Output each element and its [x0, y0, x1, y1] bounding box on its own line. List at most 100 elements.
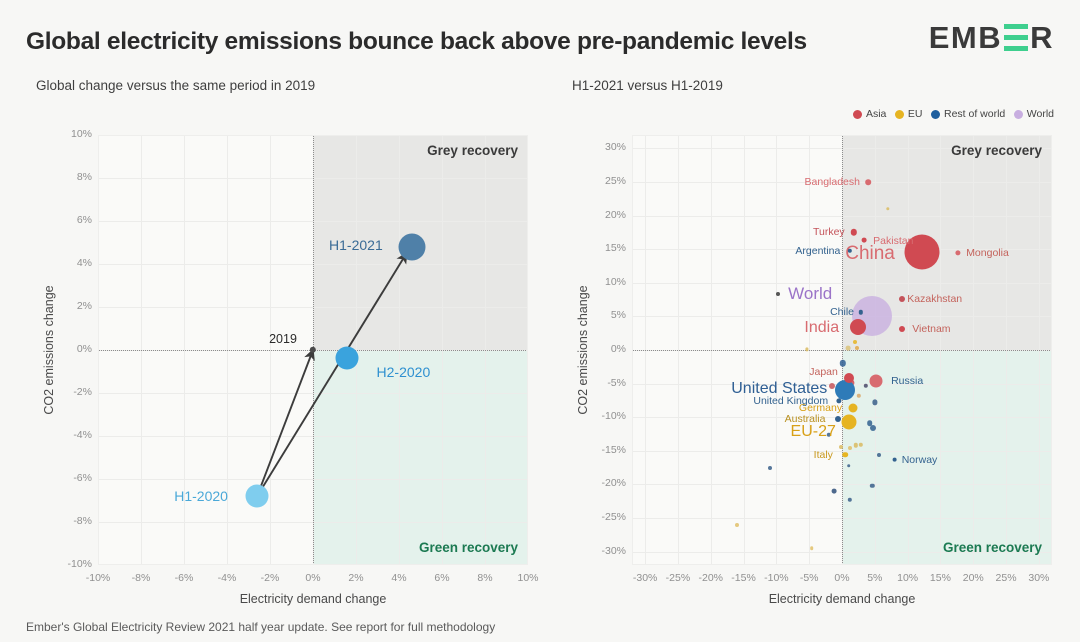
data-point-united-states[interactable] [835, 380, 856, 401]
grey-recovery-label: Grey recovery [427, 143, 518, 158]
y-axis-tick: 2% [76, 300, 92, 312]
y-axis-tick: 10% [70, 128, 92, 140]
legend-item-eu[interactable]: EU [895, 108, 922, 120]
point-label-united-states: United States [731, 380, 828, 398]
data-point[interactable] [858, 442, 864, 447]
legend-item-asia[interactable]: Asia [853, 108, 886, 120]
x-axis-tick: -2% [260, 572, 280, 584]
x-axis-tick: 2% [348, 572, 364, 584]
x-axis-title: Electricity demand change [768, 592, 916, 606]
data-point-india[interactable] [849, 319, 866, 336]
x-axis-tick: 0% [834, 572, 850, 584]
x-axis-tick: 8% [477, 572, 493, 584]
data-point-chile[interactable] [858, 310, 864, 315]
legend: Asia EU Rest of world World [853, 108, 1054, 120]
x-axis-tick: 20% [962, 572, 984, 584]
left-plot-area: Grey recovery Green recovery 2019 H1-2020 H2… [98, 135, 528, 565]
data-point-argentina[interactable] [847, 248, 853, 253]
legend-label: Rest of world [943, 108, 1006, 120]
data-point-united-kingdom[interactable] [836, 398, 842, 404]
x-axis-tick: 5% [867, 572, 883, 584]
point-label-turkey: Turkey [812, 226, 845, 239]
data-point[interactable] [839, 360, 846, 367]
x-axis-tick: 30% [1028, 572, 1050, 584]
x-axis-tick: -10% [764, 572, 789, 584]
data-point[interactable] [856, 393, 862, 398]
data-point-japan[interactable] [843, 373, 854, 384]
data-point[interactable] [876, 453, 881, 458]
data-point-vietnam[interactable] [899, 325, 906, 332]
x-axis-tick: 10% [517, 572, 539, 584]
data-point-germany[interactable] [848, 403, 857, 413]
point-label-world: World [788, 284, 833, 304]
data-point[interactable] [767, 465, 772, 470]
point-label-japan: Japan [809, 366, 838, 379]
data-point[interactable] [863, 383, 868, 388]
legend-swatch-icon [895, 109, 905, 119]
data-point-h1-2020[interactable] [245, 484, 269, 508]
data-point[interactable] [845, 345, 851, 351]
data-point[interactable] [826, 432, 832, 437]
point-label-eu-27: EU-27 [790, 422, 836, 440]
data-point-pakistan[interactable] [861, 237, 867, 243]
data-point[interactable] [735, 522, 739, 527]
point-label-mongolia: Mongolia [966, 247, 1009, 260]
panel-right: H1-2021 versus H1-2019 Asia EU Rest of wor… [562, 78, 1062, 612]
ember-logo: EMB R [929, 22, 1054, 53]
data-point-h1-2021[interactable] [398, 233, 426, 261]
data-point[interactable] [828, 383, 835, 390]
legend-swatch-icon [1014, 109, 1024, 119]
x-axis-tick: 15% [929, 572, 951, 584]
data-point-turkey[interactable] [850, 229, 858, 236]
point-label-germany: Germany [798, 402, 843, 415]
green-recovery-quadrant [313, 350, 528, 565]
y-axis-tick: -4% [73, 429, 92, 441]
data-point-eu-27[interactable] [841, 414, 857, 430]
data-point[interactable] [831, 488, 837, 494]
y-axis-tick: -5% [607, 376, 626, 389]
x-axis-tick: 6% [434, 572, 450, 584]
data-point[interactable] [847, 446, 852, 451]
y-axis-tick: -25% [601, 510, 626, 523]
data-point[interactable] [775, 292, 780, 297]
data-point[interactable] [872, 399, 878, 405]
data-point[interactable] [847, 497, 853, 503]
data-point[interactable] [853, 443, 858, 448]
data-point-norway[interactable] [892, 457, 897, 462]
point-label-2019: 2019 [269, 332, 297, 346]
point-label-bangladesh: Bangladesh [804, 176, 860, 189]
x-axis-tick: -6% [174, 572, 194, 584]
legend-item-rest-of-world[interactable]: Rest of world [931, 108, 1005, 120]
data-point[interactable] [846, 463, 851, 468]
y-axis-tick: 10% [604, 275, 626, 288]
y-axis-tick: -10% [67, 558, 92, 570]
data-point-mongolia[interactable] [954, 250, 961, 256]
data-point-russia[interactable] [869, 374, 883, 388]
point-label-h1-2021: H1-2021 [329, 236, 383, 253]
data-point[interactable] [855, 345, 860, 350]
data-point-kazakhstan[interactable] [898, 295, 905, 302]
data-point[interactable] [853, 339, 858, 344]
data-point[interactable] [869, 424, 876, 431]
data-point[interactable] [838, 445, 843, 450]
data-point-h2-2020[interactable] [335, 346, 359, 370]
header: Global electricity emissions bounce back… [26, 22, 1054, 68]
data-point[interactable] [866, 420, 873, 427]
data-point[interactable] [810, 546, 814, 550]
data-point-2019[interactable] [309, 346, 317, 354]
y-axis-tick: 15% [604, 242, 626, 255]
data-point[interactable] [886, 207, 890, 211]
data-point-china[interactable] [904, 234, 940, 270]
legend-item-world[interactable]: World [1014, 108, 1054, 120]
x-axis-tick: -8% [131, 572, 151, 584]
data-point-italy[interactable] [842, 452, 849, 458]
legend-swatch-icon [853, 109, 863, 119]
y-axis-title: CO2 emissions change [42, 285, 56, 415]
data-point[interactable] [805, 347, 809, 351]
x-axis-tick: -25% [665, 572, 691, 584]
data-point[interactable] [869, 483, 875, 488]
x-axis-tick: -30% [632, 572, 658, 584]
data-point-bangladesh[interactable] [865, 179, 872, 185]
y-axis-tick: 0% [610, 343, 626, 355]
data-point-australia[interactable] [835, 416, 842, 423]
